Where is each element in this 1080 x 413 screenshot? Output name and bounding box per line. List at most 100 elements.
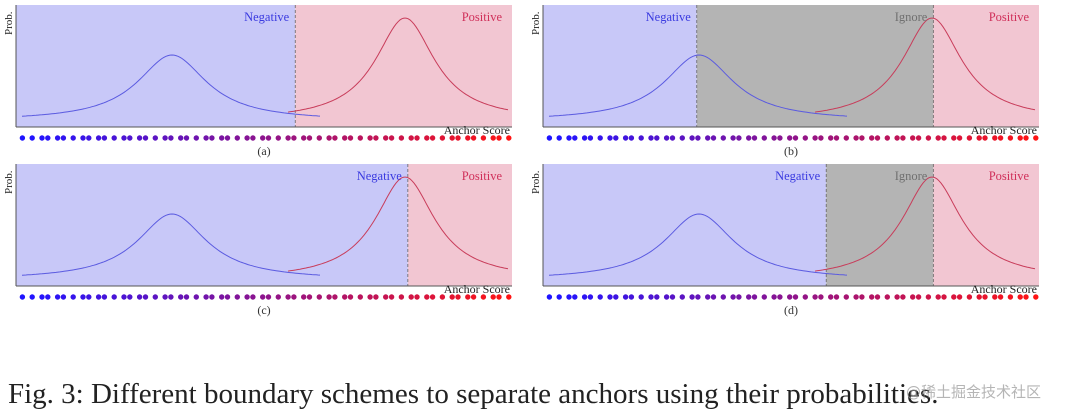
- anchor-dot: [439, 135, 446, 141]
- anchor-dot: [306, 135, 313, 141]
- positive-label: Positive: [989, 10, 1030, 24]
- anchor-dot: [285, 294, 291, 300]
- anchor-dot: [1017, 294, 1023, 300]
- anchor-dot: [332, 135, 338, 141]
- anchor-dot: [597, 135, 603, 141]
- anchor-dot: [429, 135, 436, 141]
- panel-a: Negative Positive Prob. Anchor Score (a): [3, 3, 544, 161]
- anchor-dot: [951, 135, 957, 141]
- anchor-dot: [168, 135, 174, 141]
- negative-distribution-curve: [21, 54, 321, 117]
- anchor-dot: [869, 135, 875, 141]
- positive-label: Positive: [462, 10, 503, 24]
- anchor-dot: [244, 135, 250, 141]
- anchor-dot: [162, 135, 168, 141]
- anchor-dot: [136, 294, 143, 300]
- figure-caption: Fig. 3: Different boundary schemes to se…: [8, 378, 939, 410]
- anchor-dot: [111, 294, 117, 300]
- anchor-dot: [80, 294, 86, 300]
- negative-distribution-curve: [548, 54, 848, 117]
- subfigure-caption: (b): [784, 144, 798, 158]
- anchor-dot: [587, 294, 594, 300]
- anchor-dot: [127, 294, 133, 300]
- anchor-dot: [884, 294, 890, 300]
- anchor-dot: [86, 294, 92, 300]
- anchor-dot: [669, 135, 676, 141]
- anchor-dot: [746, 135, 752, 141]
- anchor-dot: [219, 294, 225, 300]
- anchor-dot: [812, 294, 818, 300]
- anchor-dot: [203, 294, 209, 300]
- anchor-dot: [843, 135, 849, 141]
- anchor-dot: [638, 135, 644, 141]
- anchor-dot: [1023, 294, 1029, 300]
- anchor-dot: [342, 135, 348, 141]
- anchor-dot: [556, 294, 562, 300]
- anchor-dot: [1033, 135, 1039, 141]
- negative-label: Negative: [646, 10, 692, 24]
- anchor-dot: [54, 294, 61, 300]
- anchor-dot: [546, 135, 553, 141]
- anchor-dot: [383, 294, 389, 300]
- anchor-dot: [80, 135, 86, 141]
- anchor-dot: [398, 135, 405, 141]
- anchor-dot: [45, 135, 51, 141]
- anchor-dot: [736, 135, 742, 141]
- anchor-dot: [935, 294, 941, 300]
- anchor-dot: [787, 135, 793, 141]
- anchor-dot: [859, 135, 865, 141]
- anchor-dot: [470, 294, 477, 300]
- subfigure-caption: (d): [784, 303, 798, 317]
- anchor-dot: [260, 135, 266, 141]
- anchor-dot: [424, 135, 430, 141]
- anchor-dot: [209, 294, 215, 300]
- ignore-label: Ignore: [895, 10, 928, 24]
- anchor-dot: [45, 294, 51, 300]
- anchor-dot: [751, 294, 758, 300]
- anchor-dot: [710, 294, 717, 300]
- anchor-dot: [802, 135, 808, 141]
- anchor-dot: [910, 294, 916, 300]
- anchor-dot: [900, 294, 906, 300]
- anchor-dot: [761, 135, 767, 141]
- anchor-dot: [29, 135, 35, 141]
- subfigure-caption: (c): [257, 303, 270, 317]
- anchor-dot: [874, 294, 881, 300]
- ignore-region: [696, 5, 934, 127]
- anchor-dot: [178, 294, 184, 300]
- subfigure-caption: (a): [257, 144, 270, 158]
- anchor-dot: [546, 294, 553, 300]
- anchor-dot: [581, 294, 588, 300]
- anchor-dot: [275, 294, 281, 300]
- anchor-dot: [997, 135, 1004, 141]
- anchor-dot: [597, 294, 603, 300]
- anchor-dot: [224, 294, 231, 300]
- anchor-dot: [234, 294, 240, 300]
- anchor-dot: [285, 135, 291, 141]
- anchor-dot: [70, 294, 76, 300]
- anchor-dot: [894, 135, 900, 141]
- anchor-dot: [833, 135, 840, 141]
- anchor-dot: [956, 294, 963, 300]
- positive-distribution-curve: [287, 17, 509, 113]
- anchor-dot: [142, 135, 149, 141]
- panel-c-figure: Negative Positive Prob. Anchor Score (c): [3, 164, 512, 317]
- anchor-dot: [490, 294, 496, 300]
- anchor-dot: [234, 135, 240, 141]
- anchor-dot: [60, 135, 67, 141]
- anchor-dot: [373, 135, 379, 141]
- anchor-dot: [648, 294, 654, 300]
- anchor-dot: [357, 294, 363, 300]
- anchor-dot: [1007, 135, 1014, 141]
- anchor-dot: [260, 294, 266, 300]
- anchor-dot: [720, 294, 726, 300]
- anchor-dot: [424, 294, 430, 300]
- anchor-dot: [628, 294, 635, 300]
- anchor-dot: [613, 135, 619, 141]
- anchor-dot: [695, 135, 701, 141]
- x-axis-label: Anchor Score: [444, 282, 510, 296]
- anchor-dot: [429, 294, 436, 300]
- anchor-dot: [941, 294, 947, 300]
- anchor-dot: [332, 294, 338, 300]
- anchor-dot: [777, 294, 783, 300]
